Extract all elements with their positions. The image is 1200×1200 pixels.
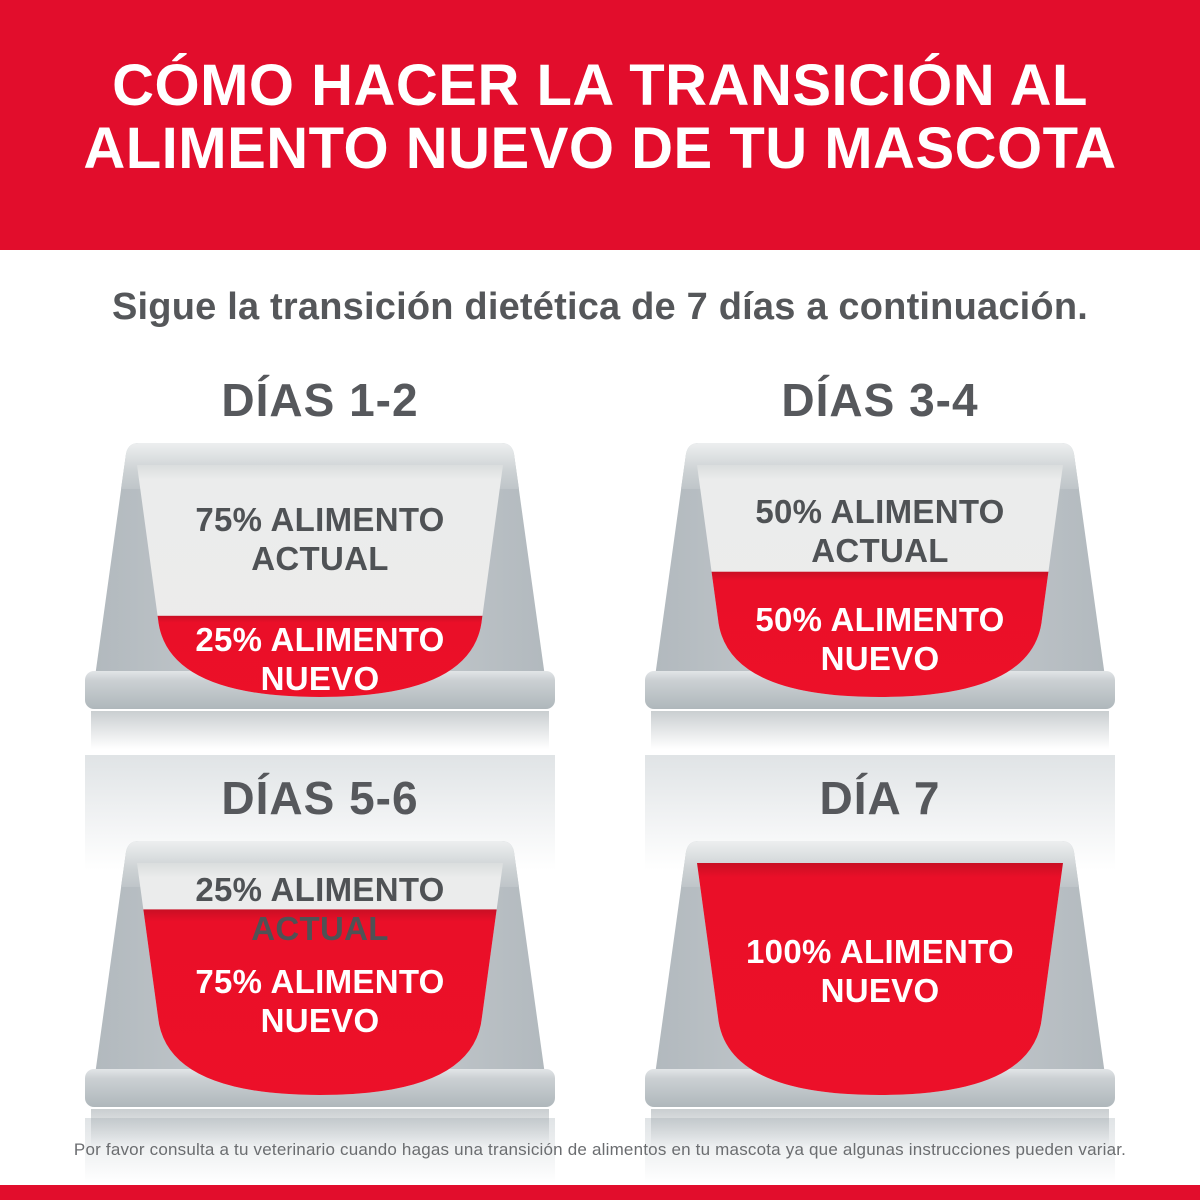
transition-step-days-3-4: DÍAS 3-4 50% ALIMENTO ACTUAL 50% ALIMENT…: [645, 375, 1115, 753]
food-bowl-illustration: 50% ALIMENTO ACTUAL 50% ALIMENTO NUEVO: [645, 443, 1115, 753]
transition-step-days-1-2: DÍAS 1-2 75% ALIMENTO ACTUAL 25% ALIMENT…: [85, 375, 555, 753]
new-food-label: 100% ALIMENTO NUEVO: [746, 933, 1014, 1009]
bottom-accent-bar: [0, 1185, 1200, 1200]
bowl-shadow: [651, 711, 1109, 749]
new-food-label: 75% ALIMENTO NUEVO: [195, 963, 445, 1039]
current-food-label: 75% ALIMENTO ACTUAL: [195, 501, 445, 577]
transition-step-days-5-6: DÍAS 5-6 25% ALIMENTO ACTUAL 75% ALIMENT…: [85, 773, 555, 1151]
bowl-shadow: [651, 1109, 1109, 1147]
current-food-label: 50% ALIMENTO ACTUAL: [755, 493, 1005, 569]
food-bowl-illustration: 75% ALIMENTO ACTUAL 25% ALIMENTO NUEVO: [85, 443, 555, 753]
day-range-heading: DÍAS 1-2: [221, 374, 419, 426]
current-food-label: 25% ALIMENTO ACTUAL: [195, 871, 445, 947]
intro-text: Sigue la transición dietética de 7 días …: [111, 286, 1089, 328]
bowl-shadow: [91, 1109, 549, 1147]
new-food-label: 50% ALIMENTO NUEVO: [755, 601, 1005, 677]
bowl-shadow: [91, 711, 549, 749]
transition-step-day-7: DÍA 7 100% ALIMENTO NUEVO: [645, 773, 1115, 1151]
food-bowl-illustration: 100% ALIMENTO NUEVO: [645, 841, 1115, 1151]
day-range-heading: DÍA 7: [819, 772, 941, 824]
bowl-graphic: [85, 841, 555, 1147]
bowl-graphic: [645, 841, 1115, 1147]
page-title: CÓMO HACER LA TRANSICIÓN AL ALIMENTO NUE…: [83, 53, 1117, 181]
bowl-graphic: [645, 443, 1115, 749]
header-banner: CÓMO HACER LA TRANSICIÓN AL ALIMENTO NUE…: [0, 0, 1200, 250]
bowl-graphic: [85, 443, 555, 749]
day-range-heading: DÍAS 5-6: [221, 772, 419, 824]
new-food-fill: [137, 909, 503, 1095]
new-food-fill: [697, 863, 1063, 1095]
new-food-label: 25% ALIMENTO NUEVO: [195, 621, 445, 697]
food-bowl-illustration: 25% ALIMENTO ACTUAL 75% ALIMENTO NUEVO: [85, 841, 555, 1151]
veterinarian-disclaimer: Por favor consulta a tu veterinario cuan…: [73, 1140, 1127, 1159]
day-range-heading: DÍAS 3-4: [781, 374, 979, 426]
